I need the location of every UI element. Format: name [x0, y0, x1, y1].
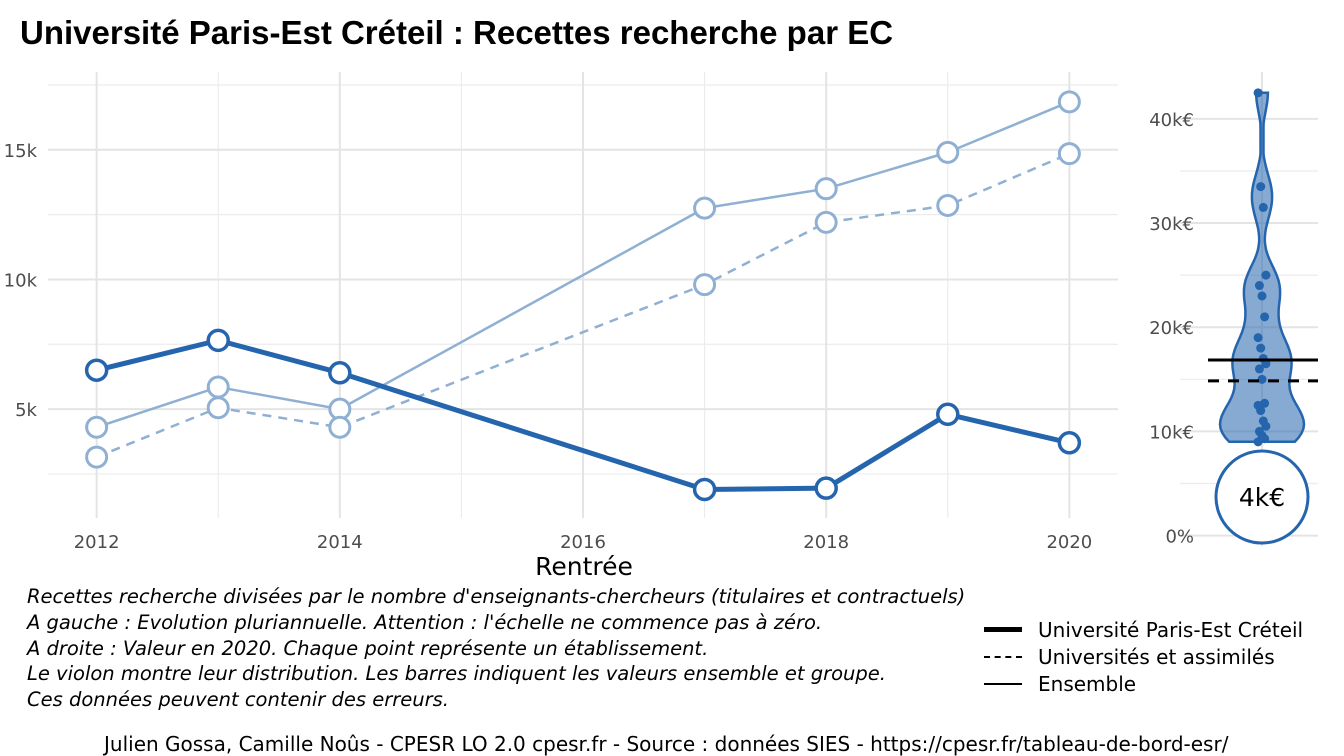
violin-point: [1254, 364, 1264, 374]
legend-label: Ensemble: [1038, 671, 1137, 696]
violin-point: [1253, 333, 1263, 343]
x-tick-label: 2016: [560, 532, 606, 553]
data-point: [206, 328, 230, 353]
data-point: [936, 140, 960, 164]
y-tick-label: 15k: [4, 141, 38, 162]
value-bubble: [1214, 449, 1310, 545]
y-tick-label: 10k€: [1149, 422, 1194, 443]
data-point: [814, 210, 838, 234]
violin-point: [1257, 291, 1267, 301]
y-tick-label: 0%: [1165, 527, 1194, 548]
violin-chart-axes: 0% 10k€ 20k€ 30k€ 40k€: [1149, 110, 1194, 548]
y-tick-label: 40k€: [1149, 110, 1194, 131]
chart-area: 2012 2014 2016 2018 2020 5k 10k 15k Rentrée 0% 1…: [4, 72, 1318, 581]
note-line: Le violon montre leur distribution. Les …: [27, 662, 886, 686]
violin-chart: 4k€: [1208, 88, 1318, 545]
note-line: A droite : Valeur en 2020. Chaque point …: [27, 636, 709, 660]
chart-notes: Recettes recherche divisées par le nombr…: [27, 584, 965, 713]
violin-point: [1253, 437, 1263, 447]
violin-point: [1260, 312, 1270, 322]
violin-shape: [1218, 91, 1306, 444]
y-tick-label: 30k€: [1149, 214, 1194, 235]
data-point: [692, 477, 717, 502]
violin-point: [1257, 374, 1267, 384]
data-point: [206, 396, 230, 420]
legend-label: Universités et assimilés: [1038, 644, 1275, 669]
note-line: Ces données peuvent contenir des erreurs…: [27, 688, 449, 712]
legend-item: Ensemble: [984, 670, 1303, 697]
chart-title: Université Paris-Est Créteil : Recettes …: [20, 14, 894, 51]
data-point: [814, 177, 838, 201]
data-point: [1057, 142, 1081, 166]
legend-label: Université Paris-Est Créteil: [1038, 617, 1304, 642]
data-point: [1057, 90, 1081, 114]
value-label: 4k€: [1239, 483, 1285, 512]
data-point: [814, 476, 838, 500]
note-line: A gauche : Evolution pluriannuelle. Atte…: [27, 610, 823, 634]
legend-item: Université Paris-Est Créteil: [984, 616, 1303, 643]
data-point: [84, 358, 109, 382]
x-tick-label: 2014: [317, 532, 363, 553]
note-line: Recettes recherche divisées par le nombr…: [27, 585, 966, 608]
legend-key-thick: [984, 627, 1022, 632]
data-point: [85, 445, 109, 469]
data-point: [936, 402, 960, 427]
data-point: [693, 196, 717, 220]
line-chart-axes: 2012 2014 2016 2018 2020 5k 10k 15k: [4, 141, 1093, 553]
y-tick-label: 20k€: [1149, 318, 1194, 339]
data-point: [328, 361, 352, 385]
y-tick-label: 10k: [4, 270, 38, 291]
x-tick-label: 2012: [74, 532, 120, 553]
x-tick-label: 2020: [1046, 532, 1092, 553]
violin-point: [1253, 88, 1263, 98]
legend-item: Universités et assimilés: [984, 643, 1303, 670]
legend: Université Paris-Est Créteil Universités…: [984, 616, 1303, 697]
violin-point: [1261, 421, 1271, 431]
x-axis-label: Rentrée: [535, 552, 633, 581]
data-point: [1057, 431, 1082, 455]
violin-point: [1256, 182, 1266, 192]
x-tick-label: 2018: [803, 532, 849, 553]
footer-credits: Julien Gossa, Camille Noûs - CPESR LO 2.…: [104, 732, 1229, 756]
data-point: [328, 415, 352, 439]
violin-point: [1254, 281, 1264, 291]
violin-point: [1256, 343, 1266, 353]
violin-point: [1261, 270, 1271, 280]
line-chart-series: [84, 90, 1082, 502]
violin-point: [1258, 202, 1268, 212]
legend-key-dashed: [984, 655, 1022, 658]
data-point: [936, 194, 960, 218]
data-point: [693, 273, 717, 297]
data-point: [206, 375, 230, 399]
violin-point: [1256, 406, 1266, 416]
line-chart-grid: [48, 72, 1118, 518]
data-point: [85, 415, 109, 439]
y-tick-label: 5k: [15, 400, 37, 421]
legend-key-thin: [984, 682, 1022, 685]
